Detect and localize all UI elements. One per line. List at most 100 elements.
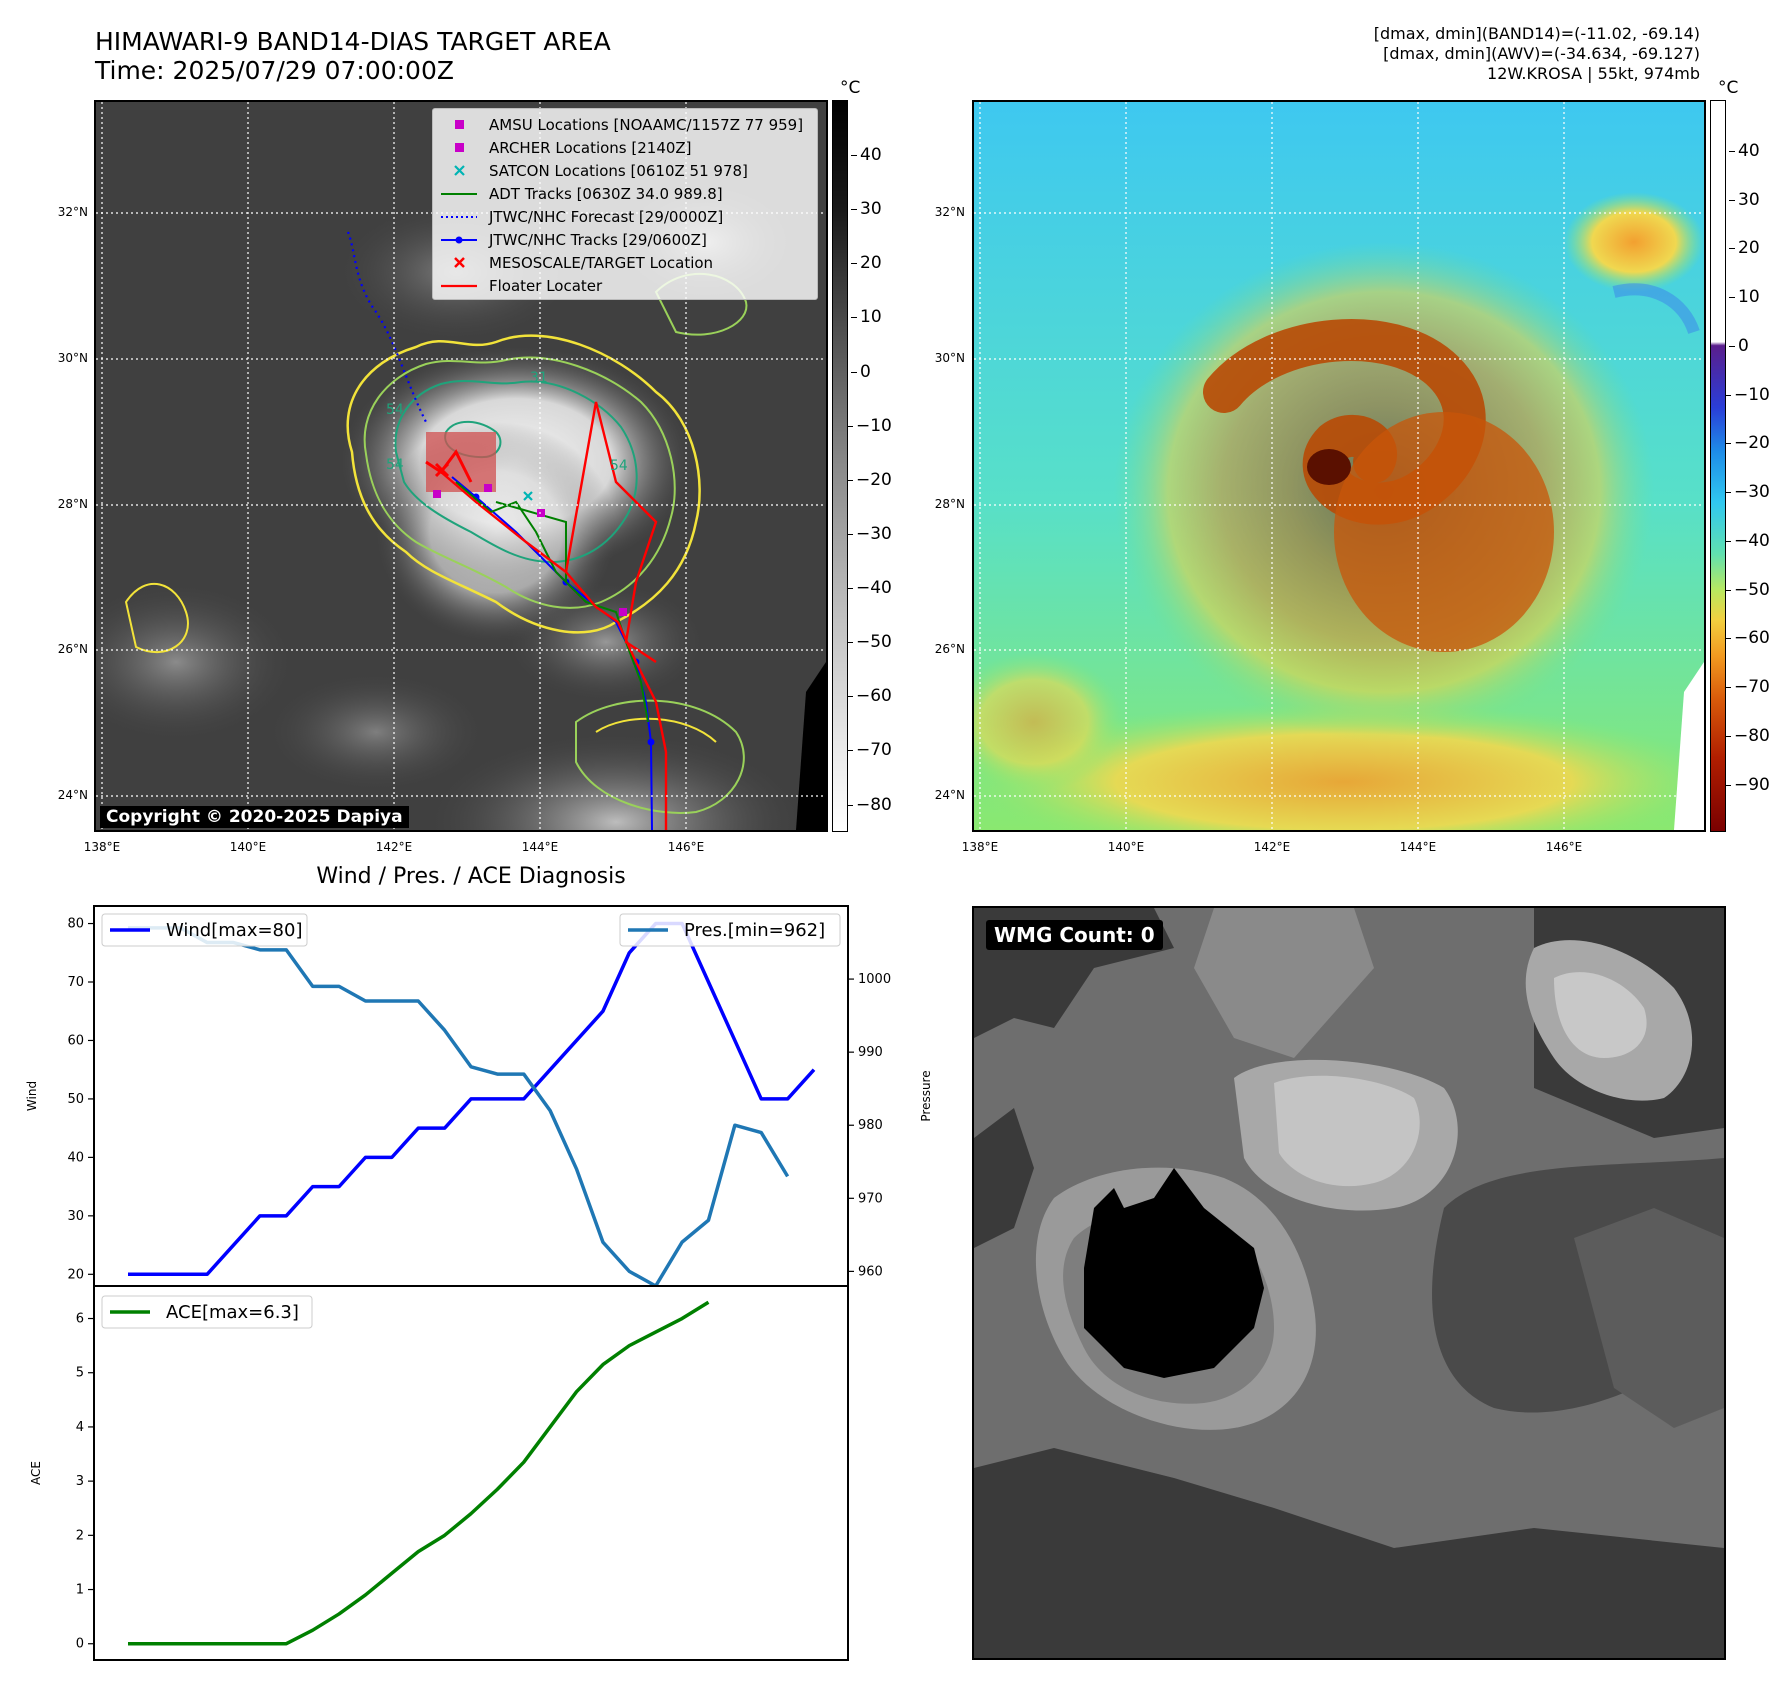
lon-label: 142°E bbox=[375, 840, 413, 854]
right-colorbar bbox=[1710, 100, 1726, 832]
lat-label: 24°N bbox=[57, 788, 88, 802]
lon-label: 144°E bbox=[1399, 840, 1437, 854]
wmg-count-label: WMG Count: 0 bbox=[986, 920, 1163, 950]
plot-frame bbox=[93, 905, 849, 1287]
contour-label-4: 54 bbox=[610, 458, 628, 474]
right-colorbar-unit: °C bbox=[1718, 78, 1739, 98]
y-tick-label: 70 bbox=[67, 975, 84, 990]
line-marker-icon bbox=[441, 193, 477, 195]
ace-legend-label: ACE[max=6.3] bbox=[166, 1302, 299, 1323]
ir-map-panel: 54 54 31 54 AMSU Locations [NOAAMC/1157Z… bbox=[94, 100, 828, 832]
colorbar-tick: −60 bbox=[1725, 628, 1770, 648]
colorbar-tick: −30 bbox=[847, 524, 892, 544]
y-tick-label: 80 bbox=[67, 917, 84, 932]
wmg-panel: WMG Count: 0 bbox=[972, 906, 1726, 1660]
colorbar-tick: 10 bbox=[1729, 287, 1760, 307]
contour-label-2: 54 bbox=[386, 402, 404, 418]
y2-tick-label: 1000 bbox=[858, 972, 891, 987]
line-dot-icon bbox=[441, 236, 477, 244]
colorbar-tick: −40 bbox=[847, 578, 892, 598]
square-marker-icon bbox=[455, 120, 464, 129]
info-line-3: 12W.KROSA | 55kt, 974mb bbox=[1487, 64, 1700, 83]
wind-series-line bbox=[128, 921, 816, 1277]
lat-label: 30°N bbox=[57, 351, 88, 365]
wind-legend-box bbox=[101, 913, 308, 947]
colorbar-tick: 40 bbox=[1729, 141, 1760, 161]
lat-label: 32°N bbox=[57, 205, 88, 219]
colorbar-tick: 0 bbox=[1729, 336, 1749, 356]
colorbar-tick: 0 bbox=[851, 362, 871, 382]
copyright-label: Copyright © 2020-2025 Dapiya bbox=[100, 806, 409, 828]
lon-label: 140°E bbox=[1107, 840, 1145, 854]
x-marker-icon bbox=[454, 165, 465, 176]
wmg-image bbox=[974, 908, 1724, 1658]
lat-label: 28°N bbox=[934, 497, 965, 511]
colorbar-tick: −80 bbox=[1725, 726, 1770, 746]
lon-label: 146°E bbox=[1545, 840, 1583, 854]
figure-title: HIMAWARI-9 BAND14-DIAS TARGET AREA Time:… bbox=[95, 27, 611, 85]
colorbar-tick: −10 bbox=[847, 416, 892, 436]
plot-frame bbox=[93, 1285, 849, 1661]
contour-label-3: 31 bbox=[530, 370, 548, 386]
lon-label: 138°E bbox=[83, 840, 121, 854]
y-axis-label: ACE bbox=[29, 1461, 43, 1485]
y2-tick-label: 960 bbox=[858, 1264, 883, 1279]
lat-label: 32°N bbox=[934, 205, 965, 219]
y2-tick-label: 970 bbox=[858, 1191, 883, 1206]
colorbar-tick: −10 bbox=[1725, 385, 1770, 405]
contour-label-1: 54 bbox=[386, 457, 404, 473]
colorbar-tick: 20 bbox=[851, 253, 882, 273]
colorbar-tick: 10 bbox=[851, 307, 882, 327]
lon-label: 138°E bbox=[961, 840, 999, 854]
colorbar-tick: −20 bbox=[1725, 433, 1770, 453]
y-tick-label: 0 bbox=[76, 1637, 84, 1652]
ace-series-line bbox=[128, 1300, 710, 1646]
info-line-2: [dmax, dmin](AWV)=(-34.634, -69.127) bbox=[1383, 44, 1700, 63]
colorbar-tick: 20 bbox=[1729, 238, 1760, 258]
y-tick-label: 30 bbox=[67, 1209, 84, 1224]
colorbar-tick: −80 bbox=[847, 795, 892, 815]
info-line-1: [dmax, dmin](BAND14)=(-11.02, -69.14) bbox=[1373, 24, 1700, 43]
colorbar-tick: 40 bbox=[851, 145, 882, 165]
x-marker-icon bbox=[454, 257, 465, 268]
y2-axis-label: Pressure bbox=[919, 1070, 930, 1121]
title-line-2: Time: 2025/07/29 07:00:00Z bbox=[95, 56, 454, 85]
colorbar-tick: −40 bbox=[1725, 531, 1770, 551]
colorbar-tick: 30 bbox=[1729, 190, 1760, 210]
colorbar-tick: −50 bbox=[1725, 580, 1770, 600]
lat-label: 26°N bbox=[57, 642, 88, 656]
lon-label: 142°E bbox=[1253, 840, 1291, 854]
lon-label: 146°E bbox=[667, 840, 705, 854]
y-tick-label: 5 bbox=[76, 1366, 84, 1381]
y-tick-label: 3 bbox=[76, 1474, 84, 1489]
lat-label: 30°N bbox=[934, 351, 965, 365]
y-tick-label: 6 bbox=[76, 1312, 84, 1327]
square-marker-icon bbox=[455, 143, 464, 152]
wind-legend-label: Wind[max=80] bbox=[166, 920, 303, 941]
title-line-1: HIMAWARI-9 BAND14-DIAS TARGET AREA bbox=[95, 27, 611, 56]
pressure-legend-label: Pres.[min=962] bbox=[684, 920, 825, 941]
y-axis-label: Wind bbox=[25, 1081, 39, 1111]
map-legend: AMSU Locations [NOAAMC/1157Z 77 959] ARC… bbox=[432, 108, 818, 300]
lat-label: 28°N bbox=[57, 497, 88, 511]
colorbar-tick: −90 bbox=[1725, 775, 1770, 795]
colorbar-tick: −60 bbox=[847, 686, 892, 706]
awv-map-image bbox=[974, 102, 1704, 830]
left-colorbar bbox=[832, 100, 848, 832]
y2-tick-label: 990 bbox=[858, 1045, 883, 1060]
awv-map-panel bbox=[972, 100, 1706, 832]
left-colorbar-unit: °C bbox=[840, 78, 861, 98]
y-tick-label: 4 bbox=[76, 1420, 84, 1435]
y-tick-label: 50 bbox=[67, 1092, 84, 1107]
y-tick-label: 2 bbox=[76, 1528, 84, 1543]
wind-pressure-plot: 20 30 40 50 60 70 80 960 970 980 990 1000 Wind Pressu… bbox=[25, 905, 930, 1288]
pressure-legend-box bbox=[619, 913, 841, 947]
colorbar-tick: −50 bbox=[847, 632, 892, 652]
colorbar-tick: −20 bbox=[847, 470, 892, 490]
colorbar-tick: −30 bbox=[1725, 482, 1770, 502]
dotted-line-icon bbox=[441, 216, 477, 218]
ace-plot: 0 1 2 3 4 5 6 ACE ACE[max=6.3] bbox=[29, 1285, 849, 1661]
ace-legend-box bbox=[101, 1295, 313, 1329]
lat-label: 26°N bbox=[934, 642, 965, 656]
